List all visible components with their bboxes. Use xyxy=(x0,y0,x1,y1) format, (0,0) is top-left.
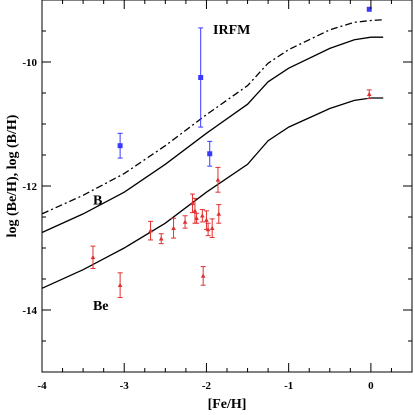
y-axis-label: log (Be/H), log (B/H) xyxy=(5,114,20,237)
x-tick-label: -4 xyxy=(37,380,47,392)
marker-triangle xyxy=(200,213,205,218)
plot-frame xyxy=(41,0,413,373)
data-point-be xyxy=(209,218,215,238)
data-point-be xyxy=(148,220,154,241)
x-axis-label: [Fe/H] xyxy=(208,397,247,412)
marker-triangle xyxy=(194,215,199,221)
data-point-be xyxy=(158,233,164,245)
y-tick-label: -12 xyxy=(22,181,37,193)
data-point-b xyxy=(207,140,213,167)
marker-square xyxy=(198,75,204,80)
data-point-be xyxy=(171,217,177,239)
annotations: IRFM B Be xyxy=(93,23,250,314)
marker-triangle xyxy=(204,217,209,222)
data-point-b xyxy=(366,6,372,12)
marker-triangle xyxy=(192,208,198,213)
marker-triangle xyxy=(117,282,123,287)
marker-triangle xyxy=(90,254,96,260)
marker-triangle xyxy=(148,228,153,233)
marker-triangle xyxy=(215,177,221,182)
marker-triangle xyxy=(200,273,206,278)
marker-triangle xyxy=(182,219,188,224)
marker-square xyxy=(207,151,213,157)
marker-square xyxy=(366,6,372,12)
model-curve-1 xyxy=(41,36,384,234)
data-point-be xyxy=(216,204,222,224)
annotation-be: Be xyxy=(93,299,109,314)
annotation-b: B xyxy=(93,194,102,209)
model-curve-0 xyxy=(41,19,384,215)
model-curves xyxy=(41,19,384,289)
data-point-be xyxy=(90,245,96,269)
marker-square xyxy=(117,143,123,149)
data-point-be xyxy=(205,222,211,237)
annotation-irfm: IRFM xyxy=(213,23,250,38)
marker-triangle xyxy=(190,200,195,206)
model-curve-2 xyxy=(41,97,384,289)
marker-triangle xyxy=(205,226,211,232)
axis-ticks: -4 -3 -2 -1 0-14-12-10 xyxy=(22,0,413,392)
data-point-be xyxy=(199,209,205,223)
data-point-b xyxy=(198,27,204,128)
y-tick-label: -14 xyxy=(22,305,37,317)
x-tick-label: 0 xyxy=(368,380,374,392)
marker-triangle xyxy=(171,225,176,230)
x-tick-label: -2 xyxy=(202,380,212,392)
data-point-be xyxy=(200,266,206,286)
data-point-be xyxy=(182,215,188,229)
data-point-be xyxy=(215,166,221,193)
data-point-b xyxy=(117,132,123,159)
x-tick-label: -3 xyxy=(120,380,130,392)
x-tick-label: -1 xyxy=(284,380,293,392)
marker-triangle xyxy=(158,236,164,241)
marker-triangle xyxy=(209,225,215,230)
data-point-be xyxy=(189,193,195,214)
data-points xyxy=(90,6,372,299)
marker-triangle xyxy=(216,211,222,216)
marker-triangle xyxy=(366,91,372,97)
data-point-be xyxy=(366,89,372,100)
data-point-be xyxy=(117,272,123,299)
data-point-be xyxy=(194,212,200,224)
y-tick-label: -10 xyxy=(22,57,37,69)
